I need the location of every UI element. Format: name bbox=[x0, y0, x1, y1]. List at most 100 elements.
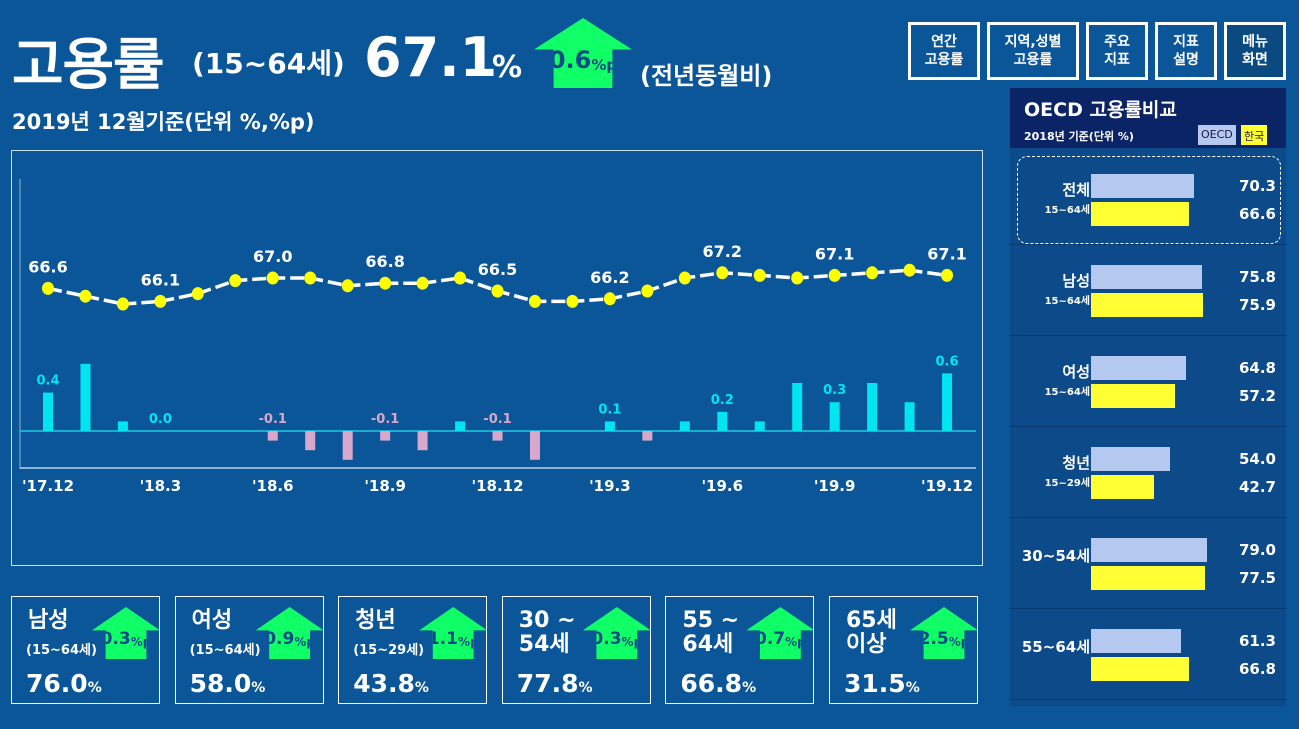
summary-card: 여성 (15~64세) 58.0% 0.9 %p bbox=[174, 596, 324, 704]
card-name: 55 ~ 64세 bbox=[682, 608, 740, 657]
rate-point bbox=[79, 289, 92, 303]
card-value-unit: % bbox=[742, 680, 757, 696]
card-value: 58.0% bbox=[190, 669, 266, 698]
bar-label: -0.1 bbox=[483, 412, 511, 427]
card-value-number: 43.8 bbox=[353, 669, 415, 698]
point-label: 67.2 bbox=[703, 242, 742, 261]
change-bar bbox=[754, 421, 765, 431]
oecd-bar bbox=[1091, 174, 1195, 198]
card-change: 0.3 bbox=[591, 629, 622, 649]
rate-point bbox=[866, 266, 879, 280]
rate-point bbox=[454, 271, 467, 285]
change-bar bbox=[417, 431, 428, 451]
card-change-unit: %p bbox=[785, 635, 806, 649]
point-label: 66.8 bbox=[365, 252, 404, 271]
up-arrow-icon: 2.5 %p bbox=[910, 607, 978, 659]
card-value-number: 76.0 bbox=[26, 669, 88, 698]
bar-label: -0.1 bbox=[371, 412, 399, 427]
nav-annual-button[interactable]: 연간 고용률 bbox=[908, 22, 980, 80]
x-tick-label: '17.12 bbox=[22, 477, 74, 495]
point-label: 66.1 bbox=[141, 270, 180, 289]
oecd-group: 전체 15~64세 70.3 66.6 bbox=[1010, 154, 1286, 245]
bar-label: -0.1 bbox=[259, 412, 287, 427]
summary-card: 30 ~ 54세 77.8% 0.3 %p bbox=[501, 596, 651, 704]
change-bar bbox=[867, 383, 878, 431]
card-value-number: 58.0 bbox=[189, 669, 252, 698]
change-bar bbox=[942, 373, 953, 431]
card-value: 66.8% bbox=[680, 669, 756, 698]
change-bar bbox=[604, 421, 615, 431]
card-value: 77.8% bbox=[517, 669, 593, 698]
x-tick-label: '18.12 bbox=[471, 477, 523, 495]
change-bar bbox=[642, 431, 653, 441]
selected-group-outline bbox=[1017, 156, 1281, 244]
x-tick-label: '18.3 bbox=[140, 477, 182, 495]
oecd-bar bbox=[1091, 538, 1208, 562]
rate-point bbox=[229, 274, 242, 288]
point-label: 67.1 bbox=[927, 244, 966, 263]
card-value: 76.0% bbox=[26, 669, 102, 698]
employment-rate-value: 67.1 bbox=[364, 26, 498, 89]
up-arrow-icon: 0.6 %p bbox=[534, 18, 632, 88]
rate-point bbox=[566, 294, 579, 308]
group-label: 남성 bbox=[1062, 272, 1090, 290]
change-bar bbox=[679, 421, 690, 431]
bar-label: 0.4 bbox=[36, 374, 59, 389]
oecd-value: 75.8 bbox=[1238, 268, 1276, 286]
rate-point bbox=[304, 271, 317, 285]
oecd-subtitle: 2018년 기준(단위 %) bbox=[1024, 130, 1134, 143]
card-change-unit: %p bbox=[294, 635, 315, 649]
card-name: 청년 bbox=[355, 608, 396, 633]
card-age: (15~64세) bbox=[26, 643, 97, 658]
oecd-bar bbox=[1091, 629, 1182, 653]
value-unit: % bbox=[492, 50, 523, 85]
change-bar bbox=[117, 421, 128, 431]
rate-point bbox=[191, 287, 204, 301]
change-bar bbox=[455, 421, 466, 431]
oecd-group: 청년 15~29세 54.0 42.7 bbox=[1010, 427, 1286, 518]
change-bar bbox=[904, 402, 915, 431]
nav-indicator-desc-button[interactable]: 지표 설명 bbox=[1155, 22, 1217, 80]
nav-region-gender-button[interactable]: 지역,성별 고용률 bbox=[987, 22, 1079, 80]
legend-korea: 한국 bbox=[1241, 125, 1268, 145]
oecd-group: 여성 15~64세 64.8 57.2 bbox=[1010, 336, 1286, 427]
rate-point bbox=[416, 276, 429, 290]
oecd-value: 70.3 bbox=[1238, 177, 1276, 195]
summary-card: 청년 (15~29세) 43.8% 1.1 %p bbox=[338, 596, 488, 704]
oecd-value: 64.8 bbox=[1238, 359, 1276, 377]
change-bar bbox=[717, 411, 728, 431]
oecd-header: OECD 고용률비교 2018년 기준(단위 %) OECD 한국 bbox=[1010, 88, 1286, 148]
oecd-group: 55~64세 61.3 66.8 bbox=[1010, 609, 1286, 700]
rate-point bbox=[716, 266, 729, 280]
chart-svg: 0.4 0.0 -0.1 -0.1 -0.1 0.1 0.2 0.3 0.6 66.6 66.1 67… bbox=[19, 179, 976, 495]
age-range: (15~64세) bbox=[192, 47, 345, 80]
legend-oecd: OECD bbox=[1198, 125, 1236, 145]
korea-bar bbox=[1091, 475, 1154, 499]
change-unit: %p bbox=[591, 56, 618, 74]
oecd-title: OECD 고용률비교 bbox=[1024, 99, 1177, 121]
x-tick-label: '19.9 bbox=[814, 477, 856, 495]
card-name: 30 ~ 54세 bbox=[518, 608, 576, 657]
rate-point bbox=[528, 294, 541, 308]
korea-bar bbox=[1091, 384, 1176, 408]
card-value-number: 77.8 bbox=[516, 669, 579, 698]
oecd-panel: OECD 고용률비교 2018년 기준(단위 %) OECD 한국 전체 15~6… bbox=[1010, 88, 1286, 706]
oecd-bar bbox=[1091, 447, 1171, 471]
card-age: (15~64세) bbox=[189, 643, 261, 658]
oecd-value: 54.0 bbox=[1238, 450, 1276, 468]
up-arrow-icon: 1.1 %p bbox=[419, 607, 488, 659]
rate-point bbox=[491, 284, 504, 298]
rate-point bbox=[753, 268, 766, 282]
korea-bar bbox=[1091, 202, 1189, 226]
oecd-bar bbox=[1091, 265, 1203, 289]
rate-point bbox=[791, 271, 804, 285]
point-label: 67.1 bbox=[815, 244, 854, 263]
group-label: 55~64세 bbox=[1021, 638, 1090, 656]
nav-key-indicators-button[interactable]: 주요 지표 bbox=[1086, 22, 1148, 80]
nav-menu-button[interactable]: 메뉴 화면 bbox=[1224, 22, 1286, 80]
up-arrow-icon: 0.9 %p bbox=[255, 607, 324, 659]
change-value: 0.6 bbox=[548, 46, 592, 74]
korea-value: 66.8 bbox=[1238, 660, 1276, 678]
rate-point bbox=[116, 297, 129, 311]
korea-value: 75.9 bbox=[1238, 296, 1276, 314]
